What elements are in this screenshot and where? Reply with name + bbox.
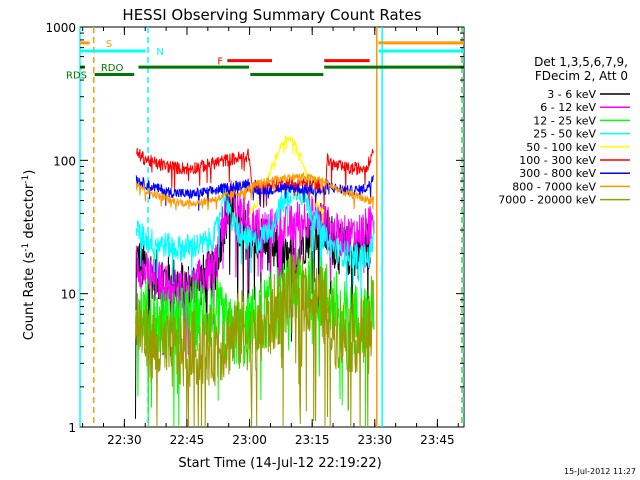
legend-label-1: 6 - 12 keV [540, 101, 596, 114]
y-axis-label: Count Rate (s-1 detector-1) [21, 170, 37, 341]
legend-header-line2: FDecim 2, Att 0 [535, 69, 628, 83]
x-tick-label-0: 22:30 [107, 433, 142, 447]
legend-label-6: 300 - 800 keV [519, 167, 596, 180]
y-axis-label-end: ) [22, 170, 37, 175]
flag-label-n: N [156, 47, 163, 58]
y-tick-label-0: 1 [68, 421, 76, 435]
y-tick-label-1: 10 [61, 288, 76, 302]
x-tick-label-2: 23:00 [232, 433, 267, 447]
flag-label-rdo: RDO [101, 63, 124, 74]
x-axis-label: Start Time (14-Jul-12 22:19:22) [178, 456, 381, 471]
legend-label-7: 800 - 7000 keV [512, 180, 596, 193]
x-tick-label-3: 23:15 [295, 433, 330, 447]
flag-label-f: F [217, 57, 223, 68]
timestamp: 15-Jul-2012 11:27 [564, 467, 636, 476]
y-axis-label-sup1: -1 [21, 243, 31, 252]
series-line-3 [135, 181, 375, 297]
legend-label-2: 12 - 25 keV [533, 114, 596, 127]
legend: Det 1,3,5,6,7,9, FDecim 2, Att 0 3 - 6 k… [498, 55, 630, 207]
series-line-5 [135, 147, 374, 207]
x-tick-label-4: 23:30 [358, 433, 393, 447]
series-line-6 [135, 175, 374, 211]
y-axis-label-main: Count Rate (s [22, 252, 37, 341]
y-tick-label-2: 100 [53, 154, 76, 168]
y-axis-label-sup2: -1 [21, 175, 31, 184]
flag-label-s: S [106, 39, 112, 50]
series-line-8 [135, 253, 374, 428]
flag-label-rds: RDS [66, 71, 87, 82]
chart-title: HESSI Observing Summary Count Rates [122, 6, 421, 24]
legend-label-5: 100 - 300 keV [519, 154, 596, 167]
legend-header-line1: Det 1,3,5,6,7,9, [534, 55, 628, 69]
y-axis-label-mid: detector [22, 183, 37, 243]
y-tick-label-3: 1000 [45, 21, 76, 35]
legend-label-0: 3 - 6 keV [547, 88, 596, 101]
series-line-2 [135, 247, 375, 428]
x-tick-label-5: 23:45 [420, 433, 455, 447]
legend-label-3: 25 - 50 keV [533, 128, 596, 141]
legend-label-8: 7000 - 20000 keV [498, 194, 596, 207]
series-line-7 [135, 171, 374, 211]
legend-label-4: 50 - 100 keV [526, 141, 596, 154]
x-tick-label-1: 22:45 [170, 433, 205, 447]
